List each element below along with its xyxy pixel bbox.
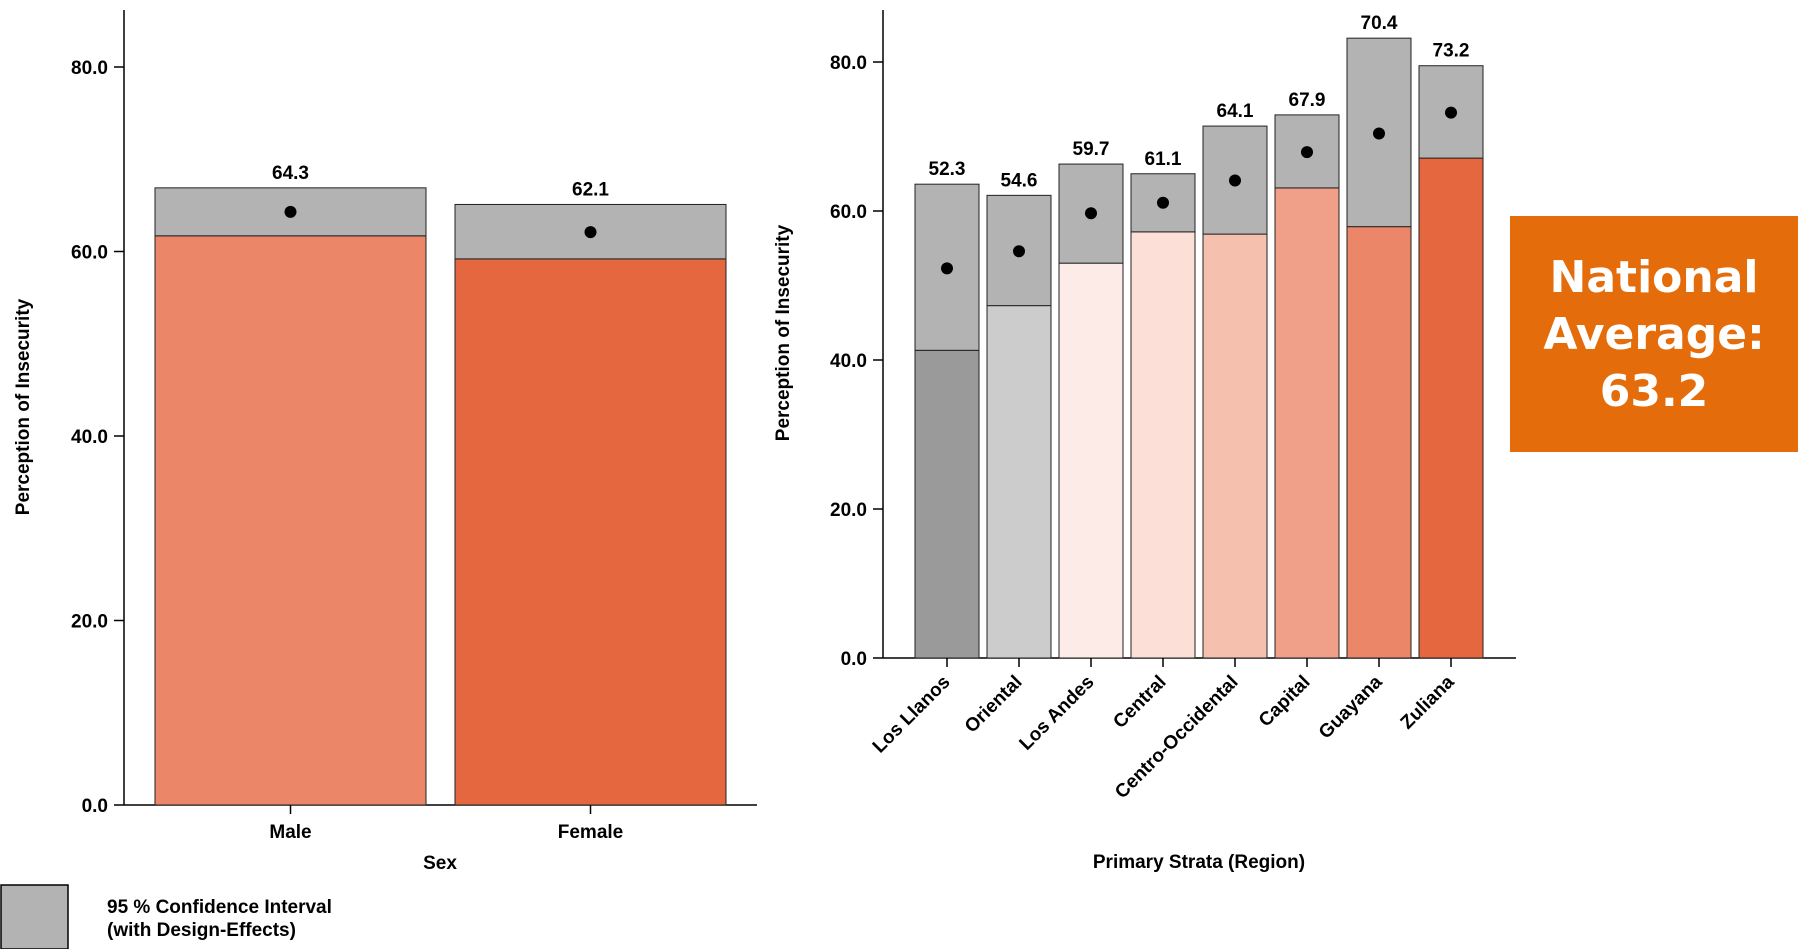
y-tick-label: 20.0 bbox=[830, 500, 867, 521]
x-tick-label: Oriental bbox=[961, 672, 1027, 738]
x-axis-title: Primary Strata (Region) bbox=[1093, 852, 1305, 873]
bar bbox=[454, 258, 727, 806]
y-tick-label: 80.0 bbox=[830, 53, 867, 74]
value-label: 73.2 bbox=[1433, 41, 1470, 62]
mean-point bbox=[1445, 106, 1457, 119]
value-label: 70.4 bbox=[1361, 13, 1398, 34]
x-tick-label: Male bbox=[269, 822, 311, 843]
x-axis-title: Sex bbox=[423, 853, 457, 874]
bar bbox=[1346, 226, 1412, 659]
legend-label-line2: (with Design-Effects) bbox=[107, 920, 296, 941]
national-average-value: 63.2 bbox=[1599, 365, 1709, 417]
mean-point bbox=[1229, 174, 1241, 187]
y-tick-label: 40.0 bbox=[830, 351, 867, 372]
y-tick-label: 80.0 bbox=[71, 58, 108, 79]
national-average-box: National Average: 63.2 bbox=[1510, 216, 1798, 452]
x-tick-label: Female bbox=[558, 822, 623, 843]
national-average-line2: Average: bbox=[1543, 308, 1765, 360]
y-axis-title: Perception of Insecurity bbox=[773, 224, 794, 441]
value-label: 52.3 bbox=[929, 159, 966, 180]
mean-point bbox=[1301, 146, 1313, 159]
mean-point bbox=[1373, 127, 1385, 140]
y-tick-label: 40.0 bbox=[71, 427, 108, 448]
legend-label-line1: 95 % Confidence Interval bbox=[107, 897, 332, 918]
bar bbox=[914, 349, 980, 659]
mean-point bbox=[1013, 245, 1025, 258]
y-tick-label: 60.0 bbox=[830, 202, 867, 223]
bar bbox=[1058, 262, 1124, 659]
bar bbox=[154, 235, 427, 806]
value-label: 62.1 bbox=[572, 179, 609, 200]
bar bbox=[1202, 233, 1268, 659]
mean-point bbox=[284, 205, 297, 218]
mean-point bbox=[1085, 207, 1097, 220]
y-axis-title: Perception of Insecurity bbox=[13, 298, 34, 515]
mean-point bbox=[1157, 196, 1169, 209]
mean-point bbox=[584, 226, 597, 239]
y-tick-label: 0.0 bbox=[82, 796, 108, 817]
y-tick-label: 60.0 bbox=[71, 243, 108, 264]
x-tick-label: Zuliana bbox=[1397, 671, 1459, 733]
bar bbox=[1130, 231, 1196, 659]
sex-chart: 0.0 20.0 40.0 60.0 80.0 64.3 Male 62.1 Female Sex… bbox=[13, 10, 757, 874]
x-tick-label: Centro-Occidental bbox=[1111, 672, 1242, 803]
value-label: 61.1 bbox=[1145, 149, 1182, 170]
value-label: 67.9 bbox=[1289, 90, 1326, 111]
value-label: 59.7 bbox=[1073, 139, 1110, 160]
x-tick-label: Central bbox=[1109, 672, 1170, 733]
x-tick-label: Guayana bbox=[1315, 671, 1387, 743]
bar bbox=[986, 305, 1052, 659]
value-label: 64.3 bbox=[272, 163, 309, 184]
legend: 95 % Confidence Interval (with Design-Ef… bbox=[0, 884, 332, 949]
bar bbox=[1274, 187, 1340, 659]
value-label: 54.6 bbox=[1001, 170, 1038, 191]
value-label: 64.1 bbox=[1217, 101, 1254, 122]
legend-swatch bbox=[0, 884, 69, 949]
region-chart: 0.0 20.0 40.0 60.0 80.0 52.3 Los Llanos 54.6 Ori… bbox=[773, 10, 1516, 873]
y-tick-label: 20.0 bbox=[71, 612, 108, 633]
national-average-line1: National bbox=[1549, 251, 1759, 303]
x-tick-label: Los Llanos bbox=[869, 672, 955, 758]
mean-point bbox=[941, 262, 953, 275]
y-tick-label: 0.0 bbox=[841, 649, 867, 670]
x-tick-label: Los Andes bbox=[1016, 672, 1099, 755]
x-tick-label: Capital bbox=[1255, 672, 1315, 732]
bar bbox=[1418, 157, 1484, 659]
